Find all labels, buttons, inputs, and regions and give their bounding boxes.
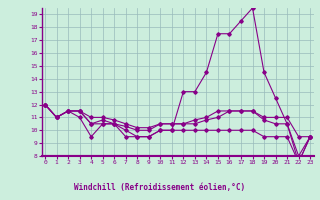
Text: Windchill (Refroidissement éolien,°C): Windchill (Refroidissement éolien,°C) xyxy=(75,183,245,192)
